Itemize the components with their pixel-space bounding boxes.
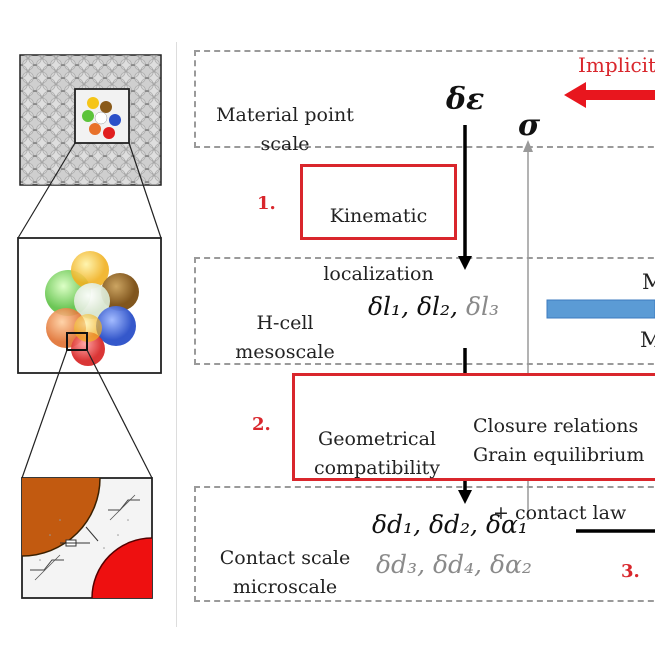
kinematic-localization-box: Kinematic localization <box>300 164 457 285</box>
contact-variables-secondary: δd₃, δd₄, δα₂ <box>376 550 532 579</box>
step-2-number: 2. <box>252 414 271 435</box>
hcell-variables-secondary: δl₃ <box>465 292 500 321</box>
contact-scale-label: Contact scale microscale <box>219 547 351 598</box>
hcell-scale-label: H-cell mesoscale <box>235 312 335 363</box>
kinematic-line-2: localization <box>323 263 434 285</box>
kinematic-line-1: Kinematic <box>329 205 428 227</box>
strain-symbol: δε <box>446 82 485 117</box>
step-1-number: 1. <box>257 193 276 214</box>
closure-relations-label: Closure relations Grain equilibrium + con… <box>473 415 645 524</box>
hcell-variables-primary: δl₁, δl₂, <box>368 292 466 321</box>
stress-symbol: σ <box>518 108 541 143</box>
contact-scale-box <box>194 486 655 602</box>
geometrical-compatibility-label: Geometrical compatibility <box>313 428 441 479</box>
granular-assembly-image <box>17 54 162 599</box>
material-scale-box <box>194 50 655 148</box>
step-3-number: 3. <box>621 561 640 582</box>
fragment-m-bottom: M <box>640 328 655 352</box>
implicit-label: Implicit <box>578 53 655 77</box>
illustration-panel <box>8 42 177 627</box>
fragment-m-top: M <box>642 270 655 294</box>
hcell-scale-box <box>194 257 655 365</box>
compatibility-closure-box: Geometrical compatibility Closure relatio… <box>292 373 655 524</box>
contact-variables-primary: δd₁, δd₂, δα₁ <box>372 510 528 539</box>
material-scale-label: Material point scale <box>216 104 354 155</box>
hcell-variables: δl₁, δl₂, δl₃ <box>368 292 499 321</box>
implicit-arrow <box>564 82 655 108</box>
